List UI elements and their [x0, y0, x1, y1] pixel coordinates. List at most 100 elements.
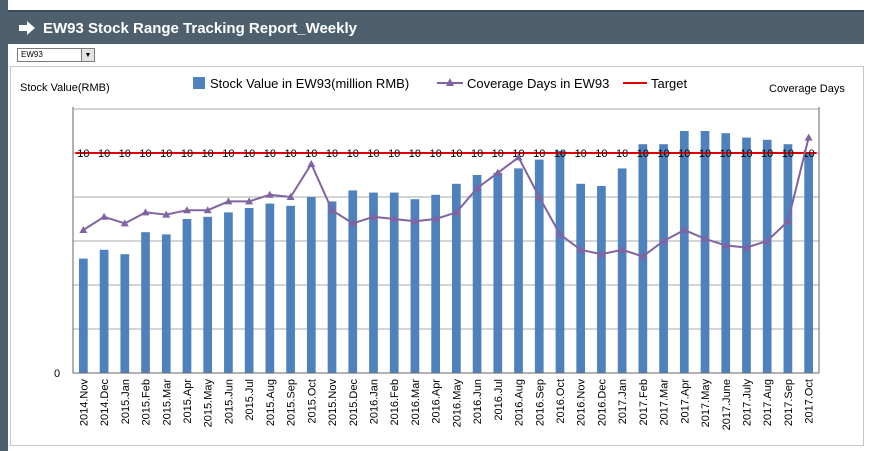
bar-stock-value — [534, 159, 544, 373]
y-axis-left-title: Stock Value(RMB) — [20, 82, 110, 94]
combo-chart: 10 10 10 10 10 10 10 10 10 10 10 10 10 10 10 10 10 10 10 10… — [20, 76, 845, 430]
coverage-days-point — [245, 197, 254, 205]
x-tick-label: 2017.Jan — [617, 379, 629, 424]
coverage-days-point — [348, 219, 357, 227]
coverage-days-point — [659, 237, 668, 244]
target-data-label: 10 — [347, 148, 359, 160]
target-data-label: 10 — [657, 148, 669, 160]
target-data-label: 10 — [782, 148, 794, 160]
x-tick-label: 2015.Sep — [286, 379, 298, 426]
target-data-label: 10 — [554, 148, 566, 160]
target-data-label: 10 — [243, 148, 255, 160]
x-tick-label: 2016.Nov — [576, 379, 588, 427]
coverage-days-point — [804, 133, 813, 141]
coverage-days-point — [763, 237, 772, 244]
chart-frame: 10 10 10 10 10 10 10 10 10 10 10 10 10 10 10 10 10 10 10 10… — [10, 66, 864, 446]
coverage-days-point — [597, 250, 606, 258]
bar-stock-value — [389, 192, 399, 373]
x-tick-label: 2016.Apr — [431, 379, 443, 424]
target-data-label: 10 — [77, 148, 89, 160]
bar-stock-value — [141, 232, 150, 373]
x-tick-label: 2016.May — [451, 379, 463, 428]
target-data-label: 10 — [119, 148, 131, 160]
x-tick-label: 2014.Nov — [78, 379, 90, 427]
target-data-label: 10 — [450, 148, 462, 160]
x-tick-label: 2015.Oct — [306, 379, 318, 424]
target-data-label: 10 — [595, 148, 607, 160]
coverage-days-point — [555, 230, 564, 238]
target-data-label: 10 — [326, 148, 338, 160]
x-tick-label: 2015.Dec — [348, 379, 360, 427]
coverage-days-point — [535, 193, 544, 200]
coverage-days-point — [265, 190, 274, 198]
coverage-days-point — [618, 245, 627, 253]
bar-stock-value — [182, 219, 192, 373]
bar-stock-value — [99, 249, 109, 373]
bar-stock-value — [410, 199, 420, 373]
coverage-days-point — [203, 206, 212, 214]
coverage-days-point — [514, 153, 523, 161]
legend-marker-coverage-days — [446, 78, 454, 86]
x-tick-label: 2015.Jun — [223, 379, 235, 424]
coverage-days-point — [493, 168, 502, 176]
bar-stock-value — [576, 183, 586, 373]
target-data-label: 10 — [284, 148, 296, 160]
target-data-label: 10 — [430, 148, 442, 160]
coverage-days-point — [452, 208, 461, 216]
y-axis-right-title: Coverage Days — [769, 83, 845, 95]
bar-stock-value — [265, 203, 275, 373]
plant-selector-dropdown[interactable]: EW93 ▼ — [17, 48, 95, 62]
legend-label-stock-value: Stock Value in EW93(million RMB) — [210, 76, 409, 91]
bar-stock-value — [742, 137, 751, 373]
bar-stock-value — [472, 175, 482, 373]
coverage-days-point — [783, 217, 792, 225]
x-tick-label: 2016.Dec — [596, 379, 608, 427]
x-tick-label: 2017.July — [741, 379, 753, 427]
target-data-label: 10 — [616, 148, 628, 160]
target-data-label: 10 — [367, 148, 379, 160]
coverage-days-point — [224, 197, 233, 205]
target-data-label: 10 — [637, 148, 649, 160]
bar-stock-value — [659, 144, 668, 373]
x-tick-label: 2014.Dec — [99, 379, 111, 427]
x-tick-label: 2017.Feb — [638, 379, 650, 425]
target-data-label: 10 — [678, 148, 690, 160]
x-tick-label: 2015.Apr — [182, 379, 194, 424]
coverage-days-point — [638, 252, 647, 260]
coverage-days-point — [307, 160, 316, 167]
bar-stock-value — [348, 190, 358, 373]
report-header: EW93 Stock Range Tracking Report_Weekly — [8, 10, 864, 44]
legend-label-target: Target — [651, 76, 688, 91]
target-data-label: 10 — [305, 148, 317, 160]
bar-stock-value — [617, 168, 627, 373]
x-tick-label: 2016.Jan — [368, 379, 380, 424]
x-tick-label: 2016.Jul — [493, 379, 505, 421]
x-tick-label: 2015.Jul — [244, 379, 256, 421]
target-data-label: 10 — [202, 148, 214, 160]
target-data-label: 10 — [264, 148, 276, 160]
chevron-down-icon[interactable]: ▼ — [81, 49, 94, 61]
left-edge-strip — [0, 0, 8, 451]
x-tick-label: 2015.Jan — [120, 379, 132, 424]
target-data-label: 10 — [222, 148, 234, 160]
coverage-days-point — [431, 215, 440, 222]
bar-stock-value — [161, 234, 171, 373]
coverage-days-point — [120, 219, 129, 227]
x-tick-label: 2015.Feb — [141, 379, 153, 425]
target-data-label: 10 — [492, 148, 504, 160]
x-tick-label: 2016.Feb — [389, 379, 401, 425]
selector-value: EW93 — [21, 50, 43, 59]
bar-stock-value — [452, 183, 461, 373]
coverage-days-point — [576, 245, 585, 253]
coverage-days-point — [369, 212, 378, 220]
coverage-days-point — [100, 212, 109, 220]
target-data-label: 10 — [181, 148, 193, 160]
target-data-label: 10 — [699, 148, 711, 160]
coverage-days-point — [182, 206, 191, 214]
x-tick-label: 2016.Aug — [514, 379, 526, 426]
x-tick-label: 2017.May — [700, 379, 712, 428]
bar-stock-value — [555, 150, 565, 373]
bar-stock-value — [721, 133, 731, 373]
bar-stock-value — [369, 192, 378, 373]
target-data-label: 10 — [533, 148, 545, 160]
